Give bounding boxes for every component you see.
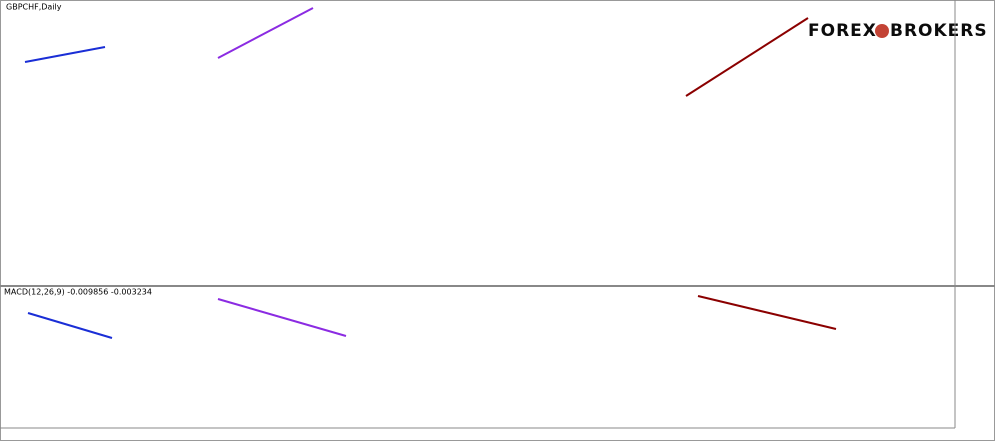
trendline bbox=[697, 295, 837, 330]
watermark-text: BROKERS bbox=[890, 21, 988, 41]
watermark: FOREX BROKERS bbox=[808, 21, 988, 41]
trendline bbox=[217, 298, 347, 337]
trendline bbox=[24, 46, 106, 63]
watermark-text: FOREX bbox=[808, 21, 877, 41]
trendline bbox=[685, 17, 809, 97]
trendline bbox=[27, 312, 113, 339]
chart-title: GBPCHF,Daily bbox=[6, 3, 62, 12]
logo-icon bbox=[875, 24, 889, 38]
indicator-title: MACD(12,26,9) -0.009856 -0.003234 bbox=[4, 288, 152, 297]
trendline bbox=[217, 7, 314, 59]
